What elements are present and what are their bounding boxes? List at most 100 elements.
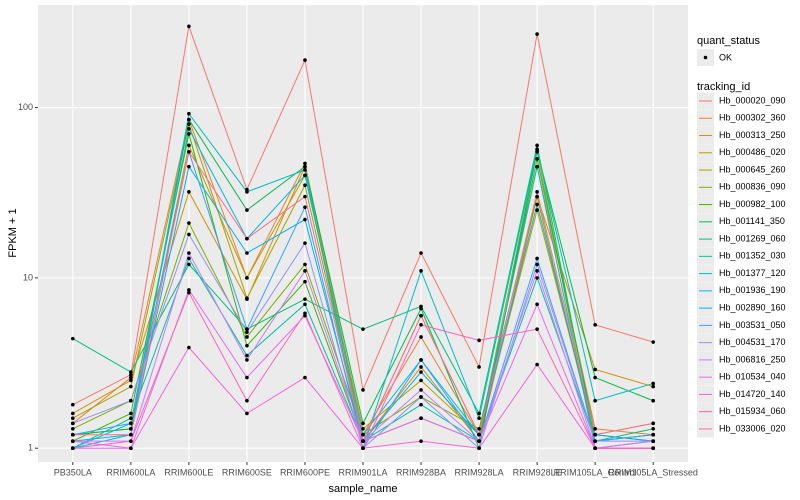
data-point <box>71 421 75 426</box>
data-point <box>129 378 133 383</box>
data-point <box>303 183 307 188</box>
data-point <box>245 375 249 380</box>
legend-label: Hb_003531_050 <box>719 320 786 330</box>
x-tick-label: RRIM928LE <box>513 467 562 477</box>
data-point <box>187 232 191 237</box>
data-point <box>187 288 191 292</box>
data-point <box>129 384 133 389</box>
data-point <box>303 375 307 380</box>
y-tick-label: 1 <box>28 443 33 453</box>
data-point <box>245 398 249 403</box>
data-point <box>593 375 597 380</box>
data-point <box>129 398 133 403</box>
legend-label: Hb_001141_350 <box>719 216 785 226</box>
data-point <box>187 111 191 116</box>
data-point <box>593 323 597 327</box>
data-point <box>187 117 191 122</box>
data-point <box>303 262 307 267</box>
data-point <box>593 367 597 372</box>
data-point <box>303 311 307 316</box>
data-point <box>71 432 75 437</box>
data-point <box>129 411 133 416</box>
data-point <box>303 205 307 209</box>
data-point <box>419 378 423 383</box>
data-point <box>419 402 423 407</box>
data-point <box>187 132 191 136</box>
data-point <box>129 416 133 421</box>
data-point <box>535 269 539 273</box>
legend-label: Hb_004531_170 <box>719 337 786 347</box>
x-tick-label: RRIM600LE <box>164 467 213 477</box>
data-point <box>593 427 597 431</box>
data-point <box>361 432 365 437</box>
data-point <box>651 446 655 451</box>
data-point <box>419 439 423 443</box>
data-point <box>129 421 133 426</box>
data-point <box>303 217 307 222</box>
data-point <box>187 122 191 126</box>
legend-title: quant_status <box>697 35 760 47</box>
data-point <box>419 388 423 392</box>
data-point <box>419 304 423 309</box>
data-point <box>535 190 539 194</box>
data-point <box>245 358 249 362</box>
data-point <box>419 358 423 362</box>
legend-label: Hb_000645_260 <box>719 164 786 174</box>
legend-label: Hb_001269_060 <box>719 233 786 243</box>
data-point <box>187 24 191 29</box>
data-point <box>187 256 191 261</box>
legend-label: Hb_002890_160 <box>719 302 786 312</box>
data-point <box>419 416 423 421</box>
data-point <box>419 313 423 318</box>
data-point <box>419 269 423 273</box>
data-point <box>477 416 481 421</box>
data-point <box>303 173 307 178</box>
legend-label: OK <box>719 52 732 62</box>
data-point <box>71 336 75 341</box>
data-point <box>477 446 481 451</box>
data-point <box>477 427 481 431</box>
data-point <box>71 446 75 451</box>
legend-label: Hb_000020_090 <box>719 95 786 105</box>
x-tick-label: RRIM928LA <box>455 467 504 477</box>
data-point <box>361 446 365 451</box>
legend-label: Hb_000313_250 <box>719 130 786 140</box>
data-point <box>477 439 481 443</box>
legend-symbol <box>703 55 708 60</box>
data-point <box>187 221 191 225</box>
data-point <box>245 296 249 300</box>
x-tick-label: RRIM928BA <box>396 467 446 477</box>
data-point <box>129 439 133 443</box>
data-point <box>477 365 481 369</box>
legend-label: Hb_000486_020 <box>719 147 786 157</box>
legend-label: Hb_001377_120 <box>719 268 786 278</box>
data-point <box>651 398 655 403</box>
data-point <box>245 343 249 348</box>
data-point <box>187 149 191 154</box>
data-point <box>303 241 307 245</box>
data-point <box>535 202 539 207</box>
data-point <box>593 398 597 403</box>
data-point <box>535 32 539 36</box>
data-point <box>593 439 597 443</box>
data-point <box>245 411 249 416</box>
data-point <box>535 143 539 148</box>
data-point <box>651 427 655 431</box>
data-point <box>477 411 481 416</box>
legend-label: Hb_033006_020 <box>719 423 786 433</box>
data-point <box>535 147 539 151</box>
data-point <box>245 335 249 339</box>
legend-label: Hb_015934_060 <box>719 406 786 416</box>
data-point <box>651 439 655 443</box>
data-point <box>535 327 539 331</box>
legend-label: Hb_014720_140 <box>719 389 786 399</box>
y-tick-label: 100 <box>18 102 33 112</box>
data-point <box>187 127 191 131</box>
data-point <box>535 256 539 261</box>
data-point <box>71 411 75 416</box>
data-point <box>129 375 133 380</box>
data-point <box>535 194 539 199</box>
data-point <box>303 194 307 199</box>
data-point <box>71 402 75 407</box>
